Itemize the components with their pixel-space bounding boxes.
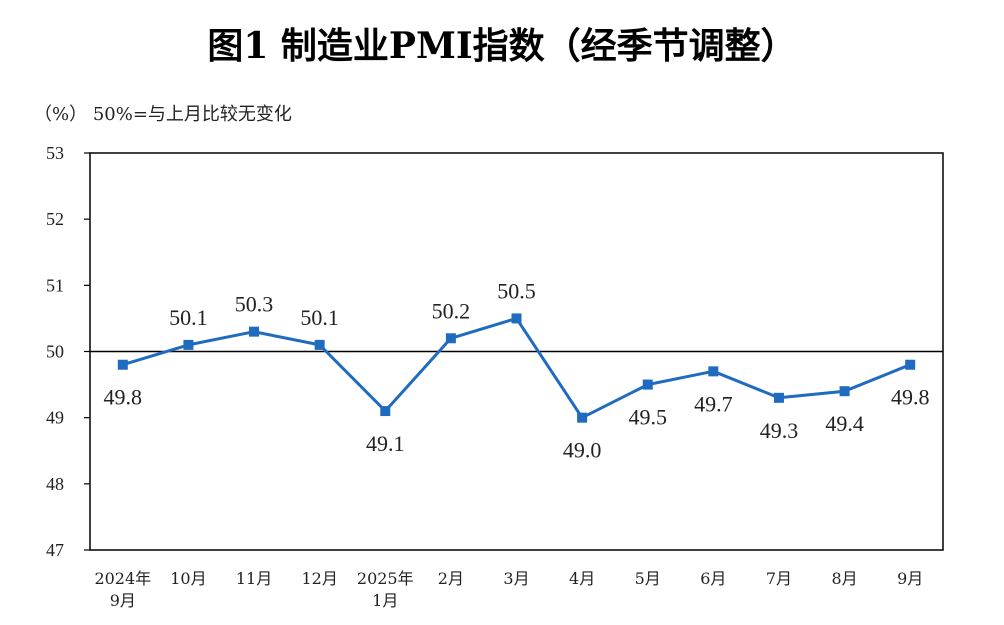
unit-note: （%） 50%=与上月比较无变化 <box>34 104 292 125</box>
series-markers <box>117 313 916 423</box>
x-tick-label: 2024年 <box>94 569 151 588</box>
data-point-6 <box>511 313 522 324</box>
x-tick-label: 6月 <box>700 569 726 588</box>
data-labels: 49.8 50.1 50.3 50.1 49.1 50.2 50.5 49.0 49.5 49.7… <box>104 278 930 462</box>
data-label: 50.1 <box>169 305 208 330</box>
chart-title: 图1 制造业PMI指数（经季节调整） <box>207 25 796 67</box>
x-tick-label: 1月 <box>372 591 398 610</box>
y-tick-label: 52 <box>46 209 64 229</box>
data-label: 49.7 <box>694 391 733 416</box>
data-point-8 <box>642 379 653 390</box>
data-point-10 <box>773 392 784 403</box>
data-label: 49.0 <box>563 438 602 463</box>
x-tick-label: 4月 <box>569 569 595 588</box>
data-point-5 <box>445 333 456 344</box>
series-line <box>122 316 911 420</box>
x-tick-label: 9月 <box>110 591 136 610</box>
data-label: 49.4 <box>825 411 864 436</box>
y-tick-label: 48 <box>46 474 64 494</box>
y-axis-ticks: 47 48 49 50 51 52 53 <box>46 143 90 560</box>
y-tick-label: 51 <box>46 275 64 295</box>
x-tick-label: 2月 <box>438 569 464 588</box>
data-label: 49.1 <box>366 431 405 456</box>
x-axis-ticks: 2024年 9月 10月 11月 12月 2025年 1月 2月 3月 4月 5月 6月 7月 8月 9月 <box>94 569 923 610</box>
data-label: 49.3 <box>760 418 799 443</box>
data-point-0 <box>117 359 128 370</box>
data-point-12 <box>905 359 916 370</box>
y-tick-label: 53 <box>46 143 64 163</box>
x-tick-label: 7月 <box>766 569 792 588</box>
x-tick-label: 10月 <box>170 569 206 588</box>
data-point-7 <box>577 412 588 423</box>
x-tick-label: 9月 <box>897 569 923 588</box>
data-label: 49.8 <box>891 385 930 410</box>
data-label: 50.1 <box>300 305 339 330</box>
data-label: 49.5 <box>628 405 667 430</box>
x-tick-label: 12月 <box>301 569 337 588</box>
data-point-4 <box>380 406 391 417</box>
y-tick-label: 49 <box>46 408 64 428</box>
data-label: 50.2 <box>432 298 471 323</box>
x-tick-label: 2025年 <box>357 569 414 588</box>
data-label: 50.3 <box>235 292 274 317</box>
data-point-2 <box>249 326 260 337</box>
data-point-11 <box>839 386 850 397</box>
x-tick-label: 8月 <box>831 569 857 588</box>
y-tick-label: 47 <box>46 540 64 560</box>
data-point-1 <box>183 339 194 350</box>
data-label: 50.5 <box>497 278 536 303</box>
y-tick-label: 50 <box>46 342 64 362</box>
data-point-3 <box>314 339 325 350</box>
x-tick-label: 5月 <box>635 569 661 588</box>
data-point-9 <box>708 366 719 377</box>
data-label: 49.8 <box>104 385 143 410</box>
x-tick-label: 3月 <box>503 569 529 588</box>
x-tick-label: 11月 <box>236 569 272 588</box>
